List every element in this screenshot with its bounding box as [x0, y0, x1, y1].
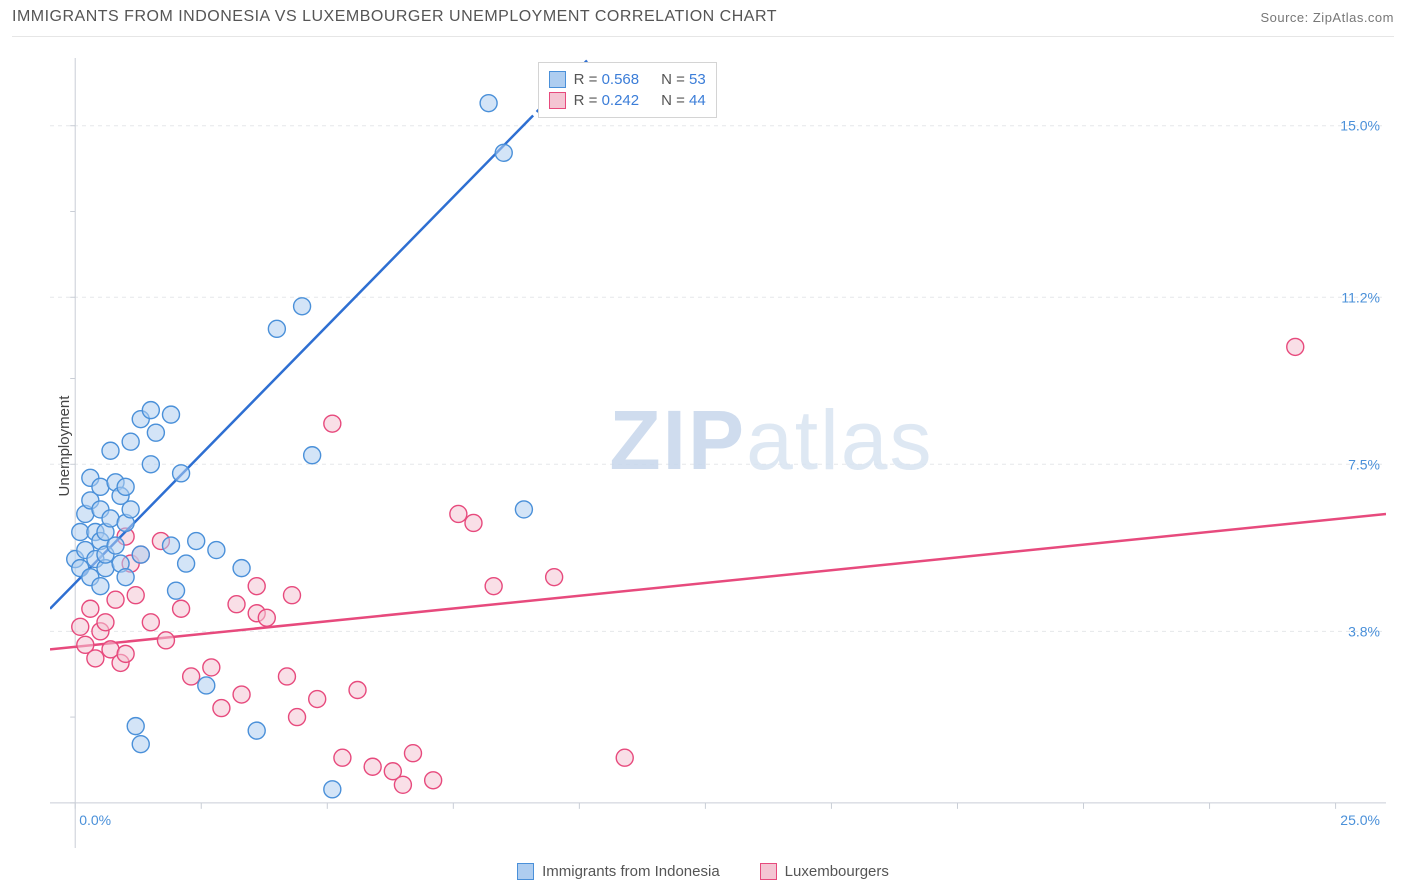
- legend-label: Immigrants from Indonesia: [542, 863, 720, 880]
- n-stat: N = 53: [661, 71, 706, 88]
- legend: Immigrants from Indonesia Luxembourgers: [0, 863, 1406, 880]
- legend-swatch: [517, 863, 534, 880]
- chart-container: IMMIGRANTS FROM INDONESIA VS LUXEMBOURGE…: [0, 0, 1406, 892]
- svg-text:3.8%: 3.8%: [1348, 623, 1380, 639]
- n-stat: N = 44: [661, 92, 706, 109]
- plot-area: ZIPatlas 3.8% 7.5% 11.2% 15.0% 0.0% 25.0% R = …: [50, 58, 1386, 848]
- series-swatch: [549, 92, 566, 109]
- svg-text:0.0%: 0.0%: [79, 812, 111, 828]
- header: IMMIGRANTS FROM INDONESIA VS LUXEMBOURGE…: [12, 8, 1394, 26]
- scatter-plot-svg: ZIPatlas 3.8% 7.5% 11.2% 15.0% 0.0% 25.0%: [50, 58, 1386, 848]
- legend-label: Luxembourgers: [785, 863, 889, 880]
- series-swatch: [549, 71, 566, 88]
- legend-item: Luxembourgers: [760, 863, 889, 880]
- header-divider: [12, 36, 1394, 37]
- legend-swatch: [760, 863, 777, 880]
- legend-item: Immigrants from Indonesia: [517, 863, 720, 880]
- svg-text:ZIPatlas: ZIPatlas: [609, 393, 933, 487]
- svg-text:15.0%: 15.0%: [1340, 118, 1380, 134]
- svg-text:25.0%: 25.0%: [1340, 812, 1380, 828]
- source-prefix: Source:: [1260, 10, 1312, 25]
- chart-title: IMMIGRANTS FROM INDONESIA VS LUXEMBOURGE…: [12, 8, 777, 26]
- svg-text:11.2%: 11.2%: [1341, 289, 1380, 305]
- correlation-stats-box: R = 0.568 N = 53 R = 0.242 N = 44: [538, 62, 717, 118]
- r-stat: R = 0.568: [574, 71, 639, 88]
- svg-text:7.5%: 7.5%: [1348, 456, 1380, 472]
- stats-row: R = 0.242 N = 44: [549, 90, 706, 111]
- stats-row: R = 0.568 N = 53: [549, 69, 706, 90]
- source-attribution: Source: ZipAtlas.com: [1260, 10, 1394, 25]
- source-name: ZipAtlas.com: [1313, 10, 1394, 25]
- r-stat: R = 0.242: [574, 92, 639, 109]
